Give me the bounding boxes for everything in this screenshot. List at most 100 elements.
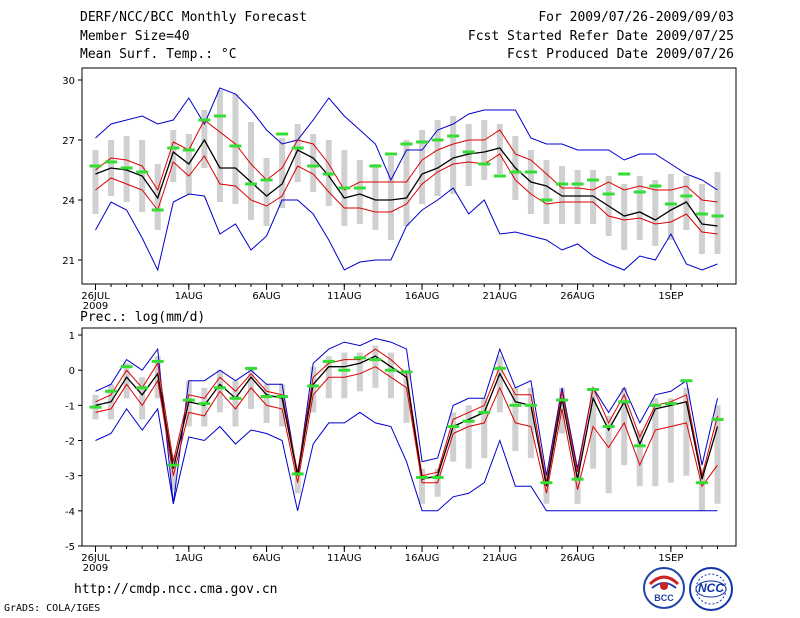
ensemble-marker: [353, 186, 366, 190]
series-line-max: [95, 337, 718, 504]
ensemble-marker: [431, 475, 444, 479]
spread-box: [356, 352, 363, 392]
ensemble-marker: [587, 388, 600, 392]
bcc-logo-text: BCC: [654, 593, 674, 603]
spread-box: [621, 387, 628, 466]
x-tick-label: 11AUG: [327, 291, 362, 302]
spread-box: [434, 120, 441, 196]
ensemble-marker: [167, 146, 180, 150]
ensemble-marker: [664, 402, 677, 406]
spread-box: [123, 363, 130, 399]
x-tick-label: 26JUL: [81, 291, 110, 302]
ensemble-marker: [182, 398, 195, 402]
spread-box: [387, 156, 394, 240]
ensemble-marker: [276, 132, 289, 136]
ensemble-marker: [198, 118, 211, 122]
panel-precipitation: -5 -4 -3 -2 -1 0 1 26JUL 1AUG 6AUG 11AUG 16AUG 21AUG…: [65, 327, 737, 574]
x-tick-label: 11AUG: [327, 553, 362, 564]
x-tick-label: 6AUG: [252, 291, 280, 302]
ensemble-marker: [618, 172, 631, 176]
y-tick-label: 0: [69, 366, 75, 377]
ensemble-marker: [493, 366, 506, 370]
ensemble-marker: [105, 160, 118, 164]
x-tick-label: 1SEP: [658, 291, 683, 302]
ensemble-marker: [89, 405, 102, 409]
start-date: Fcst Started Refer Date 2009/07/25: [467, 29, 734, 44]
spread-box: [263, 384, 270, 423]
source-url[interactable]: http://cmdp.ncc.cma.gov.cn: [74, 582, 278, 597]
spread-box: [714, 405, 721, 504]
ensemble-marker: [447, 134, 460, 138]
ensemble-marker: [664, 202, 677, 206]
ensemble-marker: [556, 398, 568, 402]
spread-box: [698, 468, 705, 511]
ensemble-marker: [478, 162, 491, 166]
ensemble-marker: [416, 475, 429, 479]
ensemble-marker: [322, 172, 335, 176]
ensemble-marker: [322, 359, 335, 363]
y-tick-label: -5: [65, 542, 75, 553]
ensemble-marker: [571, 182, 584, 186]
spread-box: [574, 170, 581, 224]
spread-box: [590, 170, 597, 224]
spread-box: [356, 160, 363, 224]
spread-box: [403, 370, 410, 423]
spread-box: [232, 380, 239, 427]
ensemble-marker: [213, 114, 226, 118]
ensemble-marker: [680, 194, 693, 198]
x-tick-label: 26AUG: [560, 553, 595, 564]
ensemble-marker: [120, 365, 133, 369]
spread-box: [621, 184, 628, 250]
ensemble-marker: [649, 184, 662, 188]
x-tick-label: 26AUG: [560, 291, 595, 302]
ensemble-marker: [89, 164, 102, 168]
ensemble-marker: [695, 212, 708, 216]
y-tick-label: 21: [62, 256, 75, 267]
bcc-emblem-icon: [643, 567, 685, 609]
x-tick-label: 16AUG: [405, 553, 440, 564]
spread-box: [652, 398, 659, 487]
spread-box: [279, 138, 286, 208]
produced-date: Fcst Produced Date 2009/07/26: [507, 47, 734, 62]
ensemble-marker: [151, 359, 164, 363]
plot-frame: [81, 327, 737, 547]
ensemble-marker: [198, 402, 211, 406]
ensemble-marker: [462, 419, 475, 423]
ensemble-marker: [400, 370, 413, 374]
ensemble-marker: [602, 192, 615, 196]
ensemble-marker: [524, 403, 537, 407]
chart-title: DERF/NCC/BCC Monthly Forecast: [80, 10, 307, 25]
lower-variable-label: Prec.: log(mm/d): [80, 310, 206, 325]
y-tick-label: 27: [62, 136, 75, 147]
spread-box: [496, 356, 503, 413]
series-line-min: [95, 407, 718, 512]
spread-box: [450, 412, 457, 462]
forecast-period: For 2009/07/26-2009/09/03: [538, 10, 734, 25]
x-tick-label: 21AUG: [482, 553, 517, 564]
ensemble-marker: [509, 403, 522, 407]
spread-box: [232, 94, 239, 204]
series-line-upper: [95, 348, 718, 483]
ensemble-marker: [695, 481, 708, 485]
spread-box: [683, 387, 690, 476]
spread-box: [419, 468, 426, 504]
ensemble-marker: [602, 424, 615, 428]
ensemble-marker: [369, 358, 382, 362]
spread-box: [170, 130, 177, 182]
ensemble-marker: [587, 178, 600, 182]
y-tick-label: -2: [65, 437, 75, 448]
ensemble-marker: [136, 170, 149, 174]
x-year-label: 2009: [83, 563, 108, 574]
ensemble-marker: [384, 152, 397, 156]
ensemble-marker: [213, 386, 226, 390]
spread-box: [636, 176, 643, 240]
spread-box: [559, 166, 565, 224]
spread-box: [543, 475, 550, 504]
y-tick-label: -1: [65, 401, 75, 412]
ncc-logo: NCC: [688, 566, 734, 612]
ensemble-marker: [540, 198, 553, 202]
ensemble-marker: [633, 190, 646, 194]
spread-box: [419, 130, 426, 204]
spread-box: [248, 122, 254, 220]
ensemble-marker: [633, 444, 646, 448]
